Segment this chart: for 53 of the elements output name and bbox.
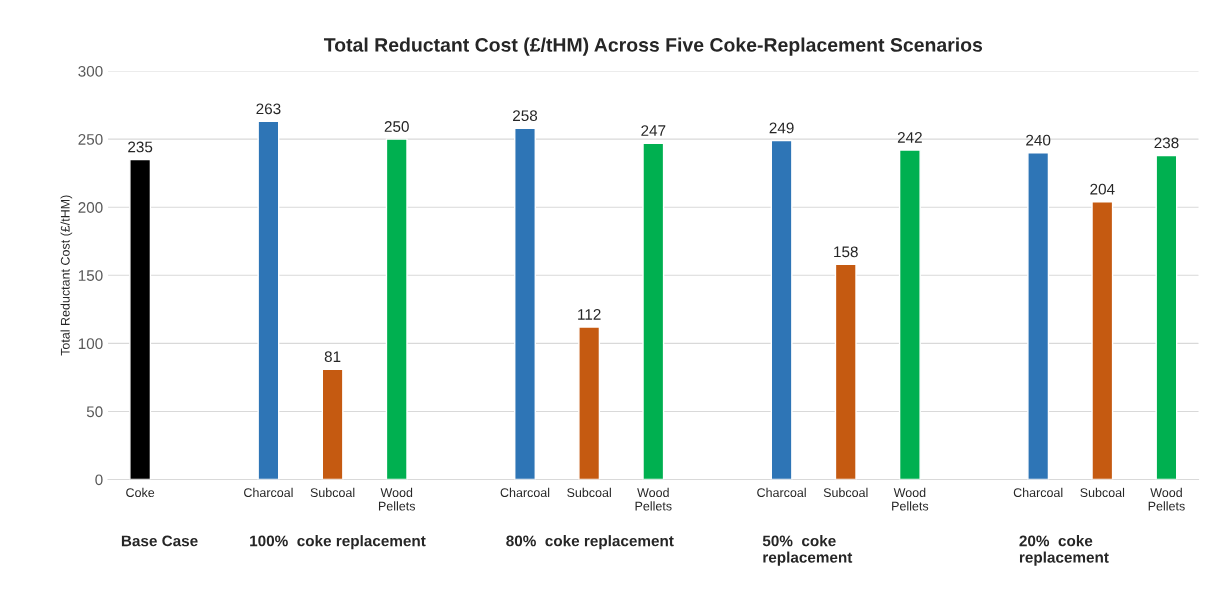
y-tick-label: 150 xyxy=(78,270,103,281)
data-label: 258 xyxy=(513,110,538,122)
data-label: 158 xyxy=(834,246,858,258)
bar xyxy=(385,138,408,480)
x-tick-label: Wood Pellets xyxy=(635,487,672,511)
x-tick-label: Charcoal xyxy=(244,487,293,498)
data-label: 240 xyxy=(1026,134,1051,146)
y-tick-label: 100 xyxy=(78,338,103,350)
data-label: 263 xyxy=(256,103,281,115)
data-label: 250 xyxy=(384,121,409,132)
bar xyxy=(578,326,601,480)
data-label: 112 xyxy=(578,309,601,320)
bar xyxy=(898,149,921,480)
text: 20% coke replacement xyxy=(1019,535,1109,566)
bar xyxy=(1155,154,1178,480)
y-tick-label: 300 xyxy=(78,65,103,77)
x-tick-label: Charcoal xyxy=(1013,487,1063,498)
bar xyxy=(642,142,665,480)
data-label: 238 xyxy=(1154,137,1179,149)
bar xyxy=(514,127,536,480)
bar xyxy=(770,139,793,480)
y-tick-label: 250 xyxy=(78,133,103,145)
y-tick-label: 0 xyxy=(95,474,103,486)
y-tick-label: 50 xyxy=(86,406,103,418)
x-tick-label: Coke xyxy=(126,487,155,498)
x-tick-label: Wood Pellets xyxy=(1148,487,1185,511)
text: 50% coke replacement xyxy=(762,535,853,566)
data-label: 81 xyxy=(324,351,341,363)
chart-title: Total Reductant Cost (£/tHM) Across Five Coke-Replacement Scenarios xyxy=(323,37,983,56)
y-axis-title: Total Reductant Cost (£/tHM) xyxy=(60,195,73,356)
text: 100% coke replacement xyxy=(250,535,426,550)
x-tick-label: Wood Pellets xyxy=(378,487,416,511)
data-label: 204 xyxy=(1090,183,1115,195)
bar xyxy=(321,368,344,480)
bar xyxy=(1091,201,1114,480)
x-tick-label: Charcoal xyxy=(500,487,550,498)
x-tick-label: Subcoal xyxy=(567,487,611,498)
y-tick-label: 200 xyxy=(78,202,103,213)
bar xyxy=(129,158,152,480)
data-label: 235 xyxy=(128,141,153,153)
text: Base Case xyxy=(121,535,198,547)
x-tick-label: Subcoal xyxy=(823,487,868,498)
bar xyxy=(1027,152,1050,480)
x-tick-label: Subcoal xyxy=(310,487,355,498)
data-label: 249 xyxy=(769,122,794,134)
x-tick-label: Wood Pellets xyxy=(892,487,929,511)
data-label: 242 xyxy=(897,132,922,143)
bar xyxy=(257,120,280,480)
data-label: 247 xyxy=(641,125,666,136)
x-tick-label: Charcoal xyxy=(757,487,806,498)
bar xyxy=(834,263,857,480)
text: 80% coke replacement xyxy=(506,535,674,550)
x-tick-label: Subcoal xyxy=(1080,487,1125,498)
